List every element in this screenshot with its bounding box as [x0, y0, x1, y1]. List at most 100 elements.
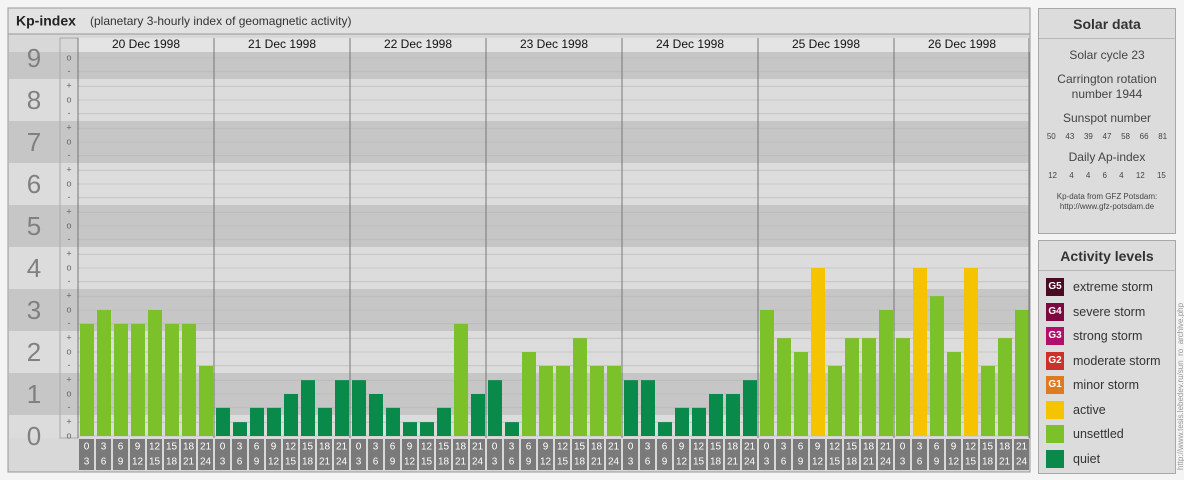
level-swatch	[1046, 400, 1064, 419]
hour-cell	[351, 439, 366, 470]
hour-to: 18	[710, 457, 722, 468]
hour-to: 15	[693, 457, 705, 468]
ap-values: 12 4 4 6 4 12 15	[1042, 171, 1172, 180]
hour-to: 9	[254, 457, 260, 468]
bar	[284, 394, 298, 436]
minor-tick-label: -	[68, 234, 71, 244]
hour-cell	[402, 439, 417, 470]
hour-from: 0	[764, 442, 770, 453]
hour-cell	[861, 439, 876, 470]
source-url: http://www.gfz-potsdam.de	[1059, 202, 1155, 211]
hour-cell	[113, 439, 128, 470]
bar	[760, 310, 774, 436]
hour-to: 24	[472, 457, 484, 468]
hour-cell	[419, 439, 434, 470]
hour-cell	[946, 439, 961, 470]
hour-cell	[810, 439, 825, 470]
bar	[658, 422, 672, 436]
hour-cell	[181, 439, 196, 470]
hour-to: 12	[268, 457, 280, 468]
level-swatch: G3	[1046, 327, 1064, 346]
ap-value: 12	[1048, 171, 1057, 180]
minor-tick-label: +	[66, 375, 71, 385]
hour-cell	[606, 439, 621, 470]
hour-cell	[878, 439, 893, 470]
hour-cell	[198, 439, 213, 470]
bar	[454, 323, 468, 436]
y-tick-label: 8	[27, 85, 41, 115]
level-badge: G1	[1048, 379, 1062, 391]
bar	[726, 394, 740, 436]
hour-to: 6	[509, 457, 515, 468]
hour-to: 3	[764, 457, 770, 468]
bar	[165, 323, 179, 436]
bar	[794, 352, 808, 436]
hour-cell	[827, 439, 842, 470]
hour-to: 15	[829, 457, 841, 468]
hour-to: 24	[608, 457, 620, 468]
hour-cell	[538, 439, 553, 470]
hour-from: 6	[390, 442, 396, 453]
day-label: 24 Dec 1998	[656, 37, 724, 51]
hour-cell	[980, 439, 995, 470]
bar	[743, 380, 757, 436]
level-item: G3 strong storm	[1039, 324, 1175, 349]
bar	[505, 422, 519, 436]
hour-to: 6	[645, 457, 651, 468]
bar	[267, 407, 281, 436]
hour-cell	[487, 439, 502, 470]
bar	[1015, 310, 1029, 436]
hour-cell	[589, 439, 604, 470]
sunspot-value: 43	[1065, 132, 1075, 141]
hour-to: 9	[118, 457, 124, 468]
bar	[998, 338, 1012, 436]
ap-value: 6	[1102, 171, 1107, 180]
hour-cell	[317, 439, 332, 470]
hour-from: 9	[135, 442, 141, 453]
sunspot-title: Sunspot number	[1062, 111, 1152, 125]
level-item: G4 severe storm	[1039, 300, 1175, 325]
y-tick-label: 1	[27, 379, 41, 409]
minor-tick-label: -	[68, 402, 71, 412]
hour-cell	[572, 439, 587, 470]
ap-value: 4	[1085, 171, 1091, 180]
level-swatch: G1	[1046, 376, 1064, 395]
band	[9, 52, 1029, 79]
hour-from: 15	[302, 442, 314, 453]
y-tick-label: 0	[27, 421, 41, 451]
hour-to: 12	[132, 457, 144, 468]
hour-to: 21	[183, 457, 195, 468]
hour-to: 18	[982, 457, 994, 468]
minor-tick-label: o	[66, 178, 71, 188]
bar	[471, 394, 485, 436]
hour-from: 21	[608, 442, 620, 453]
hour-from: 3	[781, 442, 787, 453]
minor-tick-label: +	[66, 249, 71, 259]
sunspot-value: 81	[1158, 132, 1168, 141]
hour-from: 21	[336, 442, 348, 453]
level-label: moderate storm	[1073, 353, 1161, 368]
hour-cell	[164, 439, 179, 470]
title-bar	[7, 7, 1031, 35]
level-item: G2 moderate storm	[1039, 349, 1175, 374]
bar	[335, 380, 349, 436]
day-label: 20 Dec 1998	[112, 37, 180, 51]
hour-to: 9	[798, 457, 804, 468]
solar-data-panel: Solar data Solar cycle 23 Carrington rot…	[1038, 8, 1176, 234]
hour-cell	[334, 439, 349, 470]
minor-tick-label: -	[68, 318, 71, 328]
day-label: 26 Dec 1998	[928, 37, 996, 51]
level-label: strong storm	[1073, 329, 1143, 344]
level-item: quiet	[1039, 447, 1175, 472]
day-header	[486, 38, 622, 52]
level-swatch: G4	[1046, 302, 1064, 321]
hour-cell	[963, 439, 978, 470]
bar	[233, 422, 247, 436]
hour-cell	[708, 439, 723, 470]
hour-to: 24	[744, 457, 756, 468]
bar	[182, 323, 196, 436]
hour-to: 6	[101, 457, 107, 468]
panel-title: Activity levels	[1039, 241, 1175, 271]
hour-to: 9	[526, 457, 532, 468]
hour-from: 21	[744, 442, 756, 453]
